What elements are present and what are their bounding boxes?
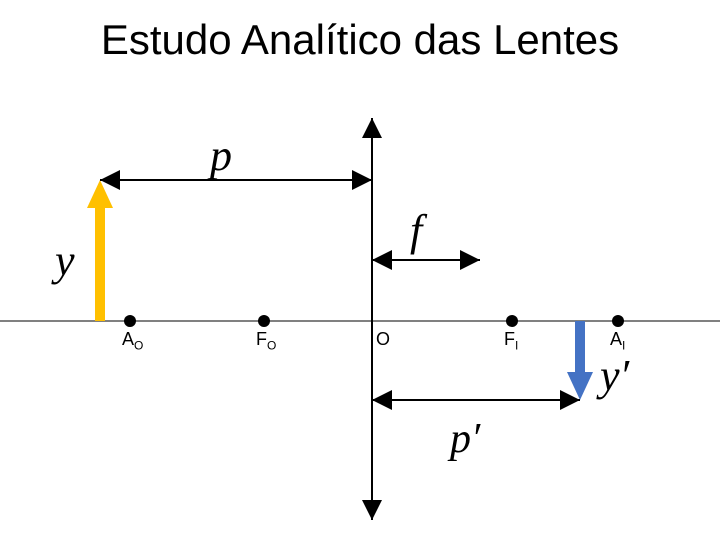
lens-diagram-svg [0,0,720,540]
object-arrow [87,180,113,321]
measure-p [100,170,372,190]
measure-pprime [372,390,580,410]
label-y: y [55,235,75,286]
label-p: p [210,130,232,181]
label-yprime: y′ [600,350,629,401]
label-f: f [410,205,422,256]
image-arrow [567,321,593,400]
label-Fi: FI [504,329,518,353]
label-Fo: FO [256,329,276,353]
label-O: O [376,329,390,350]
diagram-container: { "title": { "text": "Estudo Analítico d… [0,0,720,540]
measure-f [372,250,480,270]
label-Ao: AO [122,329,143,353]
label-pprime: p′ [450,415,480,463]
